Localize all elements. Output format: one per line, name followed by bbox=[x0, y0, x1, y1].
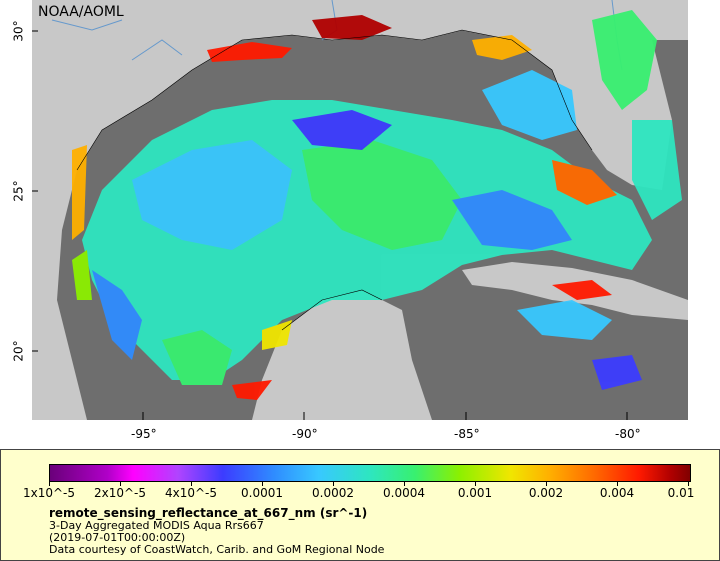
lat-label-25: 25° bbox=[11, 180, 26, 202]
colorbar-label: 1x10^-5 bbox=[22, 486, 76, 500]
time-stamp: (2019-07-01T00:00:00Z) bbox=[49, 531, 186, 544]
colorbar bbox=[49, 464, 691, 482]
lat-label-20: 20° bbox=[11, 340, 26, 362]
graticule-ticks bbox=[32, 30, 628, 420]
lon-label-95: -95° bbox=[131, 427, 157, 441]
reflectance-data bbox=[72, 10, 682, 400]
colorbar-label: 0.01 bbox=[667, 486, 695, 500]
colorbar-label: 0.0004 bbox=[383, 486, 425, 500]
lat-label-30: 30° bbox=[11, 20, 26, 42]
colorbar-label: 0.0002 bbox=[312, 486, 354, 500]
map-image[interactable] bbox=[32, 0, 688, 420]
lon-label-90: -90° bbox=[292, 427, 318, 441]
dataset-name: 3-Day Aggregated MODIS Aqua Rrs667 bbox=[49, 519, 264, 532]
data-source: Data courtesy of CoastWatch, Carib. and … bbox=[49, 543, 385, 556]
map-frame: NOAA/AOML -95° -90° -85° -80° 30° 25° 20… bbox=[11, 0, 688, 441]
colorbar-label: 0.002 bbox=[528, 486, 564, 500]
lon-label-80: -80° bbox=[615, 427, 641, 441]
lon-label-85: -85° bbox=[454, 427, 480, 441]
legend-panel: 1x10^-5 2x10^-5 4x10^-5 0.0001 0.0002 0.… bbox=[0, 449, 720, 561]
colorbar-label: 4x10^-5 bbox=[164, 486, 218, 500]
colorbar-label: 0.0001 bbox=[241, 486, 283, 500]
map-credit: NOAA/AOML bbox=[38, 4, 124, 20]
coastlines bbox=[76, 29, 593, 331]
colorbar-label: 0.004 bbox=[599, 486, 635, 500]
colorbar-label: 0.001 bbox=[457, 486, 493, 500]
colorbar-label: 2x10^-5 bbox=[93, 486, 147, 500]
variable-name: remote_sensing_reflectance_at_667_nm (sr… bbox=[49, 506, 368, 520]
